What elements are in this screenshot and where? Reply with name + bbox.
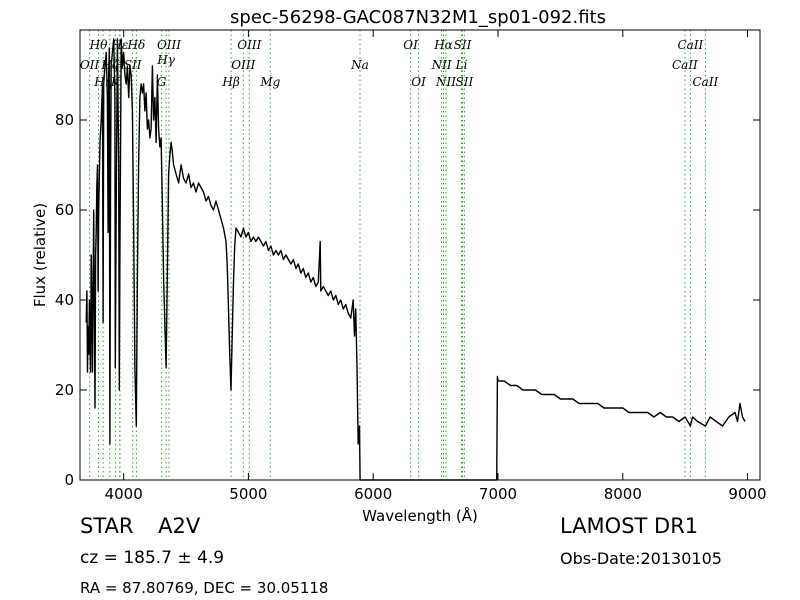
line-label-9: G xyxy=(157,75,167,89)
line-label-18: OI xyxy=(411,75,426,89)
chart-title: spec-56298-GAC087N32M1_sp01-092.fits xyxy=(230,7,606,28)
x-tick-label-6000: 6000 xyxy=(354,485,392,503)
line-label-2: Hη xyxy=(93,75,112,89)
line-label-14: OIII xyxy=(237,38,261,52)
redshift-text: cz = 185.7 ± 4.9 xyxy=(80,548,225,568)
class-label: STAR xyxy=(80,514,134,538)
line-label-25: CaII xyxy=(672,58,698,72)
line-label-6: Hε xyxy=(110,38,128,52)
line-label-8: Hδ xyxy=(127,38,146,52)
observation-date: Obs-Date:20130105 xyxy=(560,549,722,568)
line-label-23: SII xyxy=(454,38,472,52)
line-label-24: SII xyxy=(456,75,474,89)
line-label-13: OIII xyxy=(231,58,255,72)
emission-lines: OIIHθHηHζKHHεSIIHδGHγOIIIHβOIIIOIIIMgNaO… xyxy=(80,30,719,480)
line-label-1: Hθ xyxy=(89,38,108,52)
axis-ticks: 4000 5000 6000 7000 8000 9000 0 20 40 60 80 xyxy=(55,30,767,503)
x-tick-label-4000: 4000 xyxy=(105,485,143,503)
spectrum-series xyxy=(85,38,746,481)
line-label-7: SII xyxy=(124,58,142,72)
y-tick-label-60: 60 xyxy=(55,201,74,219)
line-label-21: NII xyxy=(435,75,456,89)
y-tick-label-0: 0 xyxy=(64,471,74,489)
line-label-16: Na xyxy=(350,58,369,72)
plot-frame xyxy=(79,29,761,481)
x-tick-label-8000: 8000 xyxy=(604,485,642,503)
x-tick-label-9000: 9000 xyxy=(728,485,766,503)
line-label-0: OII xyxy=(80,58,100,72)
x-tick-label-7000: 7000 xyxy=(479,485,517,503)
line-label-12: Hβ xyxy=(221,75,239,89)
coordinates-text: RA = 87.80769, DEC = 30.05118 xyxy=(80,579,329,597)
y-tick-label-40: 40 xyxy=(55,291,74,309)
line-label-27: CaII xyxy=(692,75,718,89)
classification: STAR A2V xyxy=(80,514,200,538)
y-tick-label-20: 20 xyxy=(55,381,74,399)
y-tick-label-80: 80 xyxy=(55,111,74,129)
y-axis-label: Flux (relative) xyxy=(31,203,49,307)
line-label-15: Mg xyxy=(259,75,280,89)
line-label-4: K xyxy=(110,75,121,89)
line-label-26: CaII xyxy=(677,38,703,52)
x-tick-label-5000: 5000 xyxy=(229,485,267,503)
subclass-label: A2V xyxy=(158,514,201,538)
line-label-10: Hγ xyxy=(156,53,175,67)
line-label-20: Hα xyxy=(433,38,453,52)
line-label-17: OI xyxy=(403,38,418,52)
line-label-19: NII xyxy=(431,58,452,72)
x-axis-label: Wavelength (Å) xyxy=(362,506,478,525)
line-label-11: OIII xyxy=(157,38,181,52)
line-label-22: Li xyxy=(455,58,468,72)
survey-name: LAMOST DR1 xyxy=(560,514,699,538)
